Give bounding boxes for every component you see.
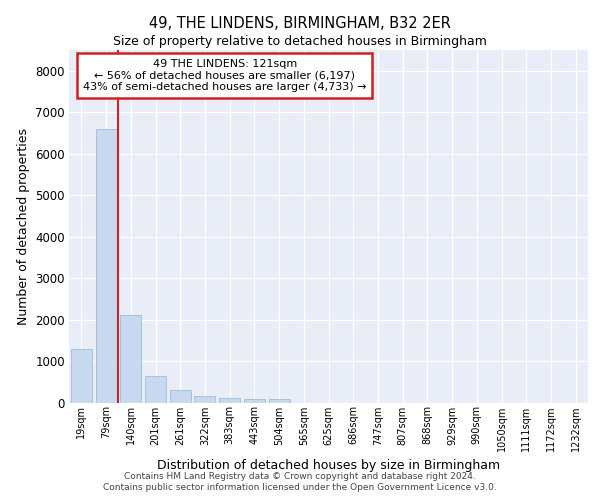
Text: 49, THE LINDENS, BIRMINGHAM, B32 2ER: 49, THE LINDENS, BIRMINGHAM, B32 2ER [149,16,451,31]
Text: 49 THE LINDENS: 121sqm
← 56% of detached houses are smaller (6,197)
43% of semi-: 49 THE LINDENS: 121sqm ← 56% of detached… [83,59,367,92]
Bar [219,398,240,402]
Bar [71,348,92,403]
Text: Contains public sector information licensed under the Open Government Licence v3: Contains public sector information licen… [103,483,497,492]
Text: Size of property relative to detached houses in Birmingham: Size of property relative to detached ho… [113,35,487,48]
Text: Contains HM Land Registry data © Crown copyright and database right 2024.: Contains HM Land Registry data © Crown c… [124,472,476,481]
Bar [170,390,191,402]
Bar [95,129,116,402]
Y-axis label: Number of detached properties: Number of detached properties [17,128,29,325]
Bar [120,316,141,402]
Bar [194,396,215,402]
Bar [269,399,290,402]
Bar [145,376,166,402]
Bar [244,399,265,402]
X-axis label: Distribution of detached houses by size in Birmingham: Distribution of detached houses by size … [157,459,500,472]
